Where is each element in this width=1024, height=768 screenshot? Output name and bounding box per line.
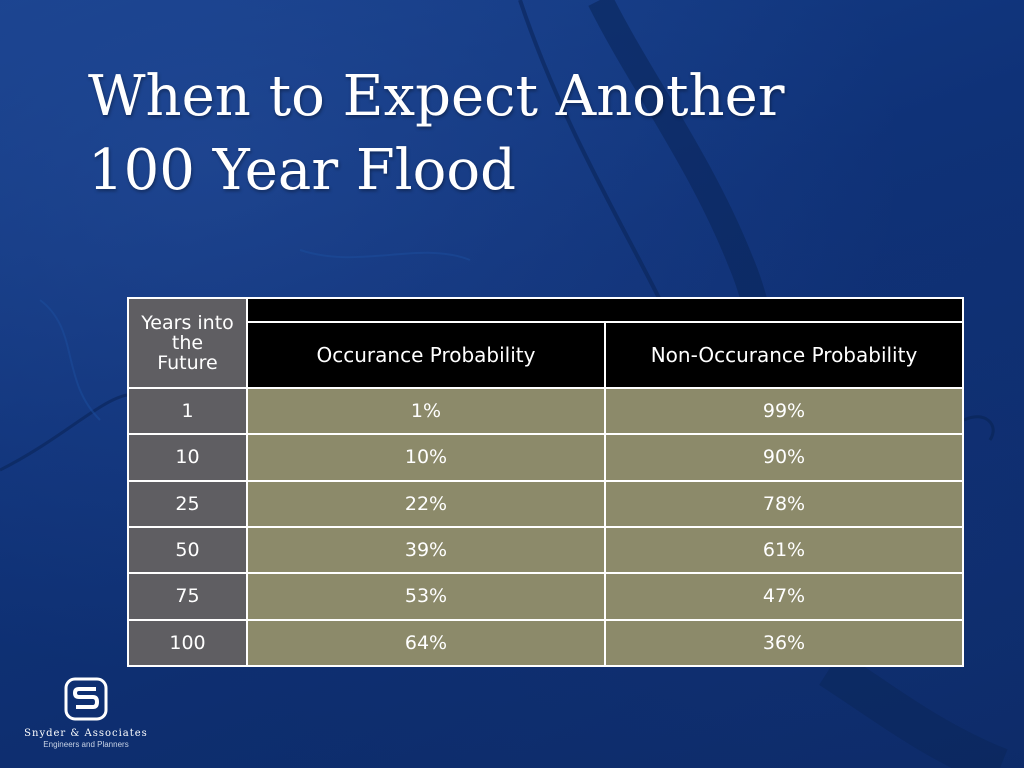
non-occurance-cell: 90%: [604, 433, 964, 482]
occurance-cell: 39%: [246, 525, 606, 575]
slide-title: When to Expect Another 100 Year Flood: [88, 60, 908, 208]
header-occurance-probability: Occurance Probability: [246, 321, 606, 389]
table-row: 100 64% 36%: [127, 618, 964, 668]
occurance-cell: 53%: [246, 572, 606, 621]
years-cell: 100: [127, 618, 248, 668]
header-years-into-future: Years into the Future: [127, 297, 248, 389]
years-cell: 1: [127, 386, 248, 436]
occurance-cell: 64%: [246, 618, 606, 668]
company-logo: Snyder & Associates Engineers and Planne…: [10, 676, 162, 756]
s-logo-icon: [64, 677, 108, 721]
non-occurance-cell: 61%: [604, 525, 964, 575]
table-row: 75 53% 47%: [127, 572, 964, 621]
occurance-cell: 10%: [246, 433, 606, 482]
header-spacer-bar: [246, 297, 964, 323]
years-cell: 50: [127, 525, 248, 575]
table-row: 10 10% 90%: [127, 433, 964, 482]
title-line-2: 100 Year Flood: [88, 138, 516, 203]
non-occurance-cell: 36%: [604, 618, 964, 668]
non-occurance-cell: 47%: [604, 572, 964, 621]
flood-probability-table: Years into the Future Occurance Probabil…: [127, 297, 964, 668]
non-occurance-cell: 99%: [604, 386, 964, 436]
table-row: 50 39% 61%: [127, 525, 964, 575]
table-row: 1 1% 99%: [127, 386, 964, 436]
occurance-cell: 22%: [246, 479, 606, 528]
company-name: Snyder & Associates: [24, 728, 148, 739]
years-cell: 25: [127, 479, 248, 528]
company-tagline: Engineers and Planners: [43, 740, 129, 749]
occurance-cell: 1%: [246, 386, 606, 436]
years-cell: 75: [127, 572, 248, 621]
table-row: 25 22% 78%: [127, 479, 964, 528]
header-non-occurance-probability: Non-Occurance Probability: [604, 321, 964, 389]
title-line-1: When to Expect Another: [88, 64, 785, 129]
years-cell: 10: [127, 433, 248, 482]
non-occurance-cell: 78%: [604, 479, 964, 528]
